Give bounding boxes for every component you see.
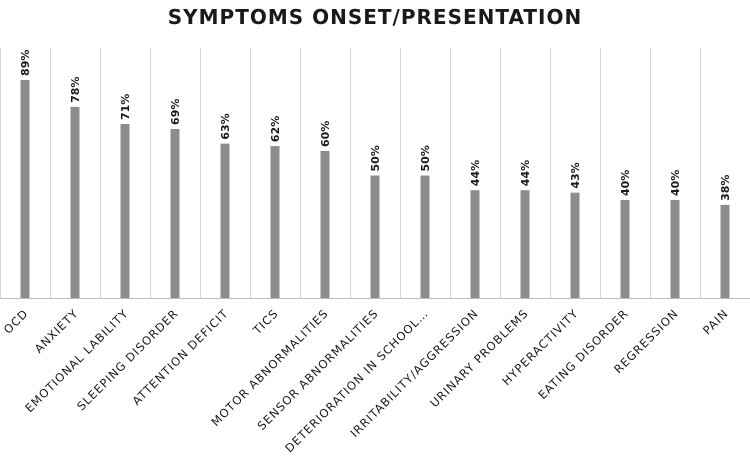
bar (470, 190, 480, 298)
chart-title: SYMPTOMS ONSET/PRESENTATION (167, 5, 583, 29)
x-tick-label: URINARY PROBLEMS (427, 306, 531, 410)
x-tick-label: TICS (249, 306, 281, 338)
bar (420, 175, 430, 298)
x-tick-label: SLEEPING DISORDER (74, 306, 181, 413)
x-tick-label: EATING DISORDER (535, 306, 631, 402)
data-label: 69% (169, 99, 182, 125)
data-label: 43% (569, 162, 582, 188)
data-label: 50% (369, 145, 382, 171)
data-label: 38% (719, 175, 732, 201)
bar (170, 128, 180, 298)
x-tick-label: ANXIETY (32, 306, 82, 356)
bar (20, 79, 30, 298)
bar (70, 106, 80, 299)
bar (320, 151, 330, 298)
data-label: 89% (19, 50, 32, 76)
bar (270, 146, 280, 298)
data-label: 63% (219, 113, 232, 139)
x-tick-label: OCD (1, 306, 31, 336)
bar (570, 192, 580, 298)
bar (520, 190, 530, 298)
bar (370, 175, 380, 298)
bar (620, 200, 630, 298)
bar (220, 143, 230, 298)
data-label: 44% (469, 160, 482, 186)
data-label: 40% (619, 170, 632, 196)
bar (670, 200, 680, 298)
bar (720, 204, 730, 298)
data-label: 62% (269, 116, 282, 142)
x-tick-label: PAIN (700, 306, 731, 337)
x-tick-label: EMOTIONAL LABILITY (22, 306, 131, 415)
bar (120, 124, 130, 298)
data-label: 78% (69, 77, 82, 103)
data-label: 71% (119, 94, 132, 120)
data-label: 40% (669, 170, 682, 196)
x-tick-label: ATTENTION DEFICIT (129, 306, 231, 408)
data-label: 60% (319, 121, 332, 147)
data-label: 44% (519, 160, 532, 186)
data-label: 50% (419, 145, 432, 171)
